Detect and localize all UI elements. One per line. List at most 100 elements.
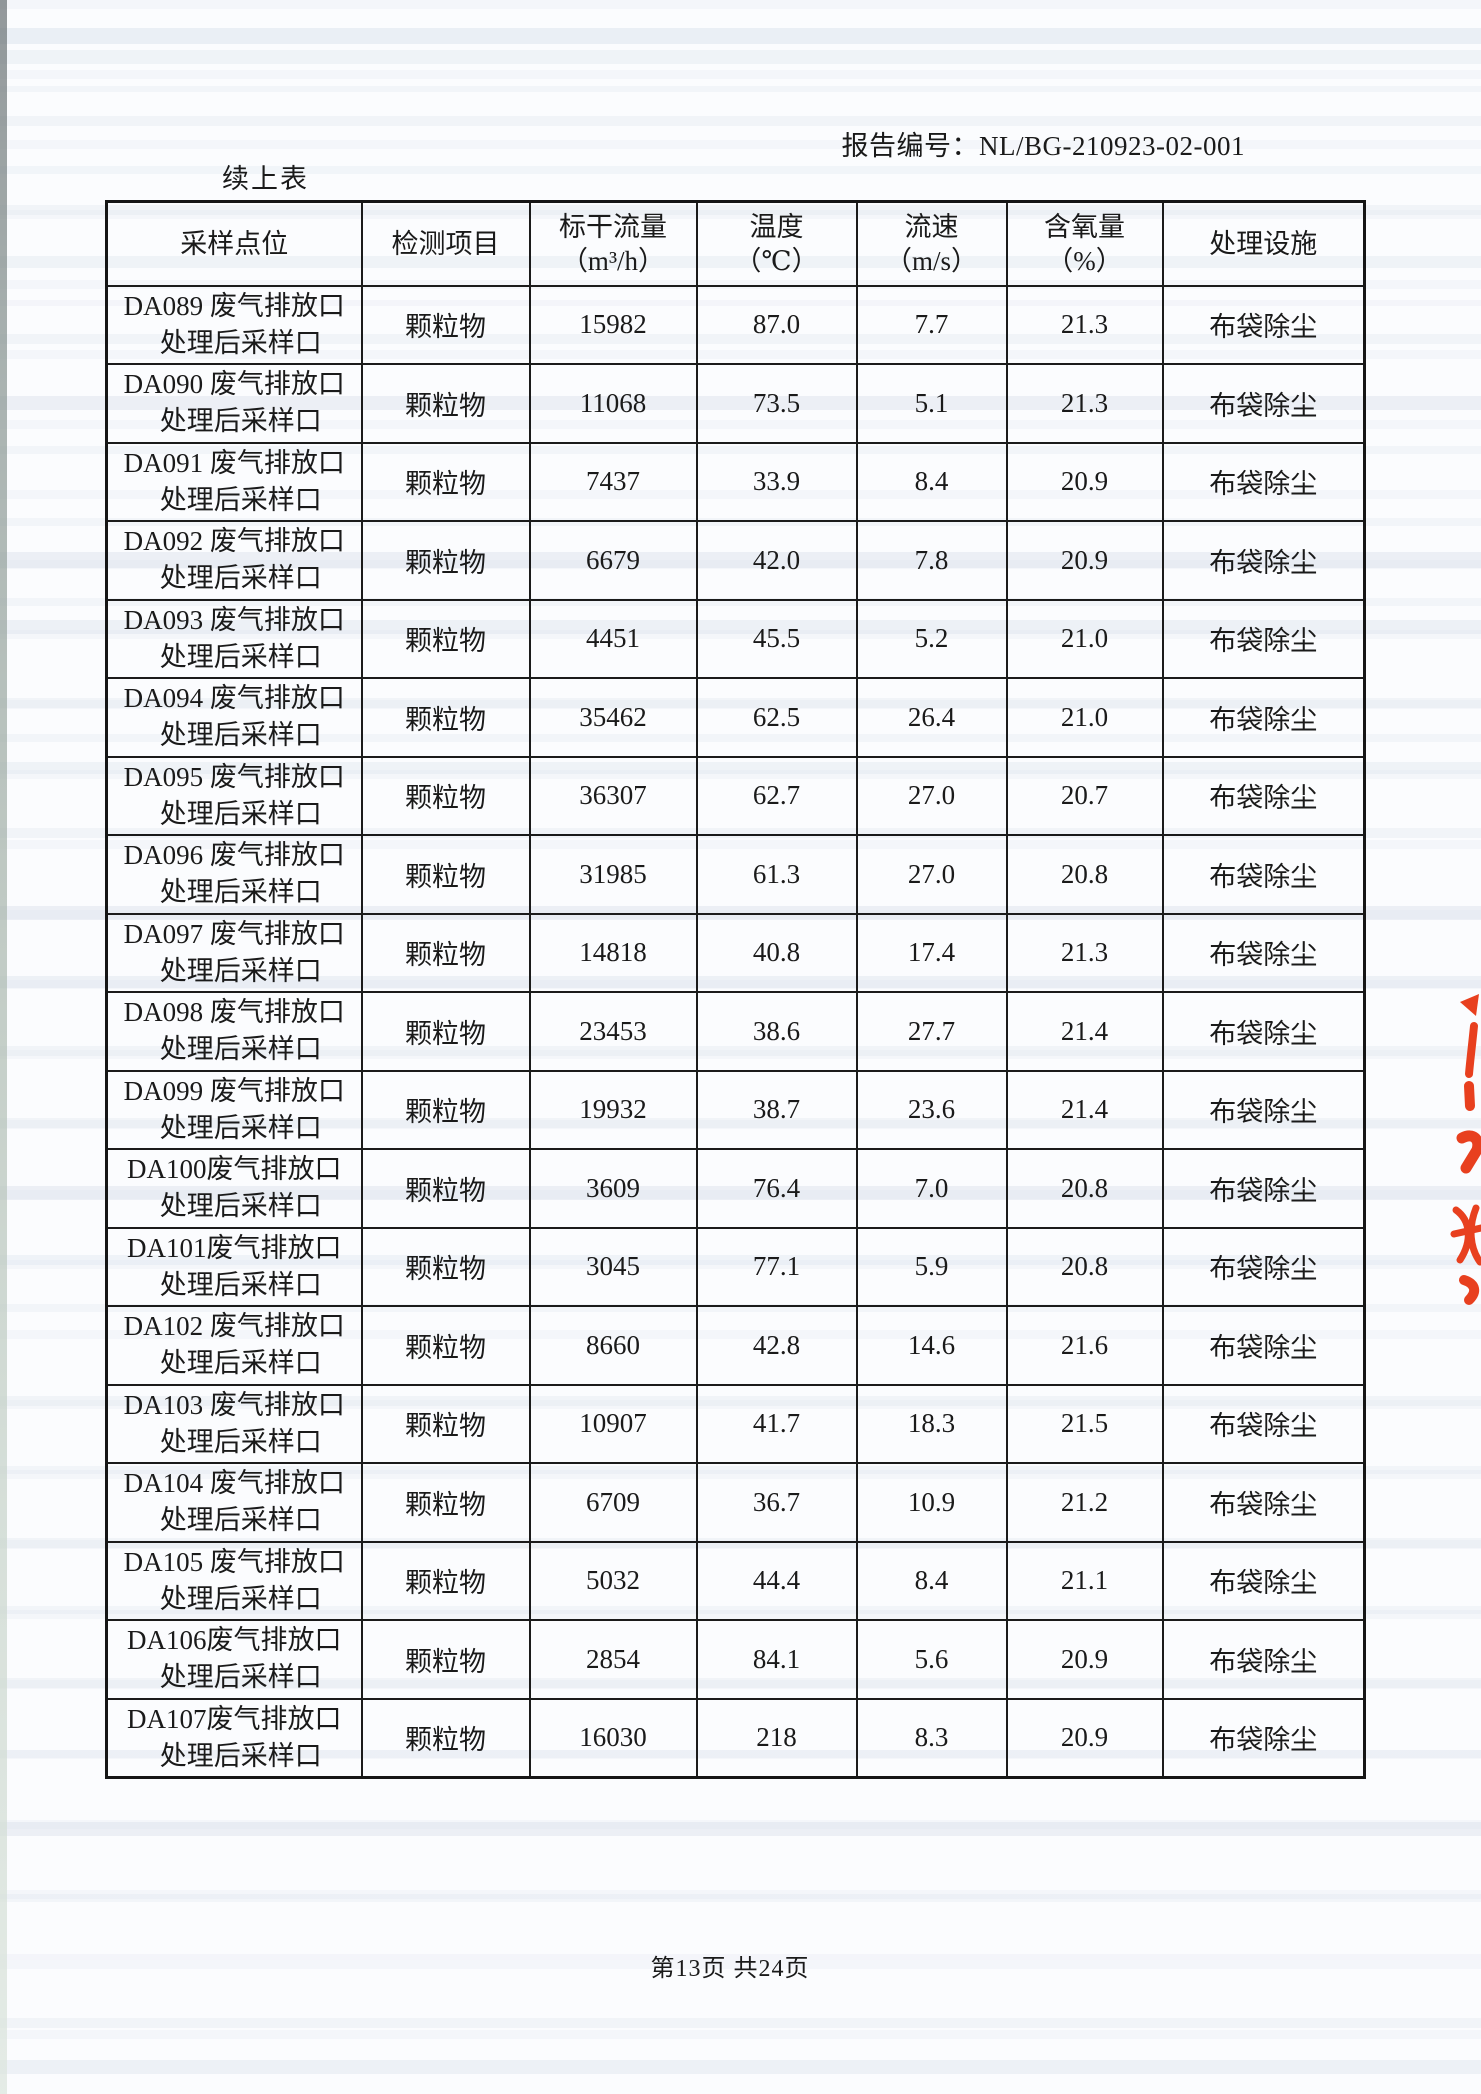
table-header-row: 采样点位 检测项目 标干流量 （m³/h） 温度 （℃） 流速 （m/s: [105, 200, 1366, 287]
temperature-cell: 87.0: [695, 284, 858, 365]
scan-stripe: [0, 1822, 1481, 1836]
table-row: DA092 废气排放口 处理后采样口 颗粒物 6679 42.0 7.8 20.9 布袋除尘: [105, 520, 1366, 601]
facility-cell: 布袋除尘: [1161, 1226, 1366, 1307]
oxygen-cell: 20.9: [1005, 1619, 1164, 1700]
sampling-point-cell: DA100废气排放口 处理后采样口: [105, 1148, 363, 1229]
test-item-cell: 颗粒物: [360, 1148, 531, 1229]
oxygen-cell: 21.6: [1005, 1305, 1164, 1386]
oxygen-cell: 21.3: [1005, 284, 1164, 365]
velocity-cell: 27.0: [855, 755, 1008, 836]
flow-cell: 14818: [528, 912, 698, 993]
table-row: DA106废气排放口 处理后采样口 颗粒物 2854 84.1 5.6 20.9 布袋除尘: [105, 1619, 1366, 1700]
sampling-point-cell: DA094 废气排放口 处理后采样口: [105, 677, 363, 758]
flow-cell: 7437: [528, 441, 698, 522]
oxygen-cell: 21.4: [1005, 1069, 1164, 1150]
flow-cell: 4451: [528, 598, 698, 679]
velocity-cell: 5.6: [855, 1619, 1008, 1700]
temperature-cell: 73.5: [695, 363, 858, 444]
scan-stripe: [0, 1894, 1481, 1902]
sampling-point-cell: DA101废气排放口 处理后采样口: [105, 1226, 363, 1307]
scan-stripe: [0, 2018, 1481, 2028]
table-row: DA100废气排放口 处理后采样口 颗粒物 3609 76.4 7.0 20.8 布袋除尘: [105, 1148, 1366, 1229]
oxygen-cell: 21.2: [1005, 1462, 1164, 1543]
test-item-cell: 颗粒物: [360, 520, 531, 601]
facility-cell: 布袋除尘: [1161, 991, 1366, 1072]
temperature-cell: 77.1: [695, 1226, 858, 1307]
velocity-cell: 5.1: [855, 363, 1008, 444]
oxygen-cell: 20.9: [1005, 1697, 1164, 1778]
test-item-cell: 颗粒物: [360, 284, 531, 365]
table-row: DA099 废气排放口 处理后采样口 颗粒物 19932 38.7 23.6 21.4 布袋除…: [105, 1069, 1366, 1150]
facility-cell: 布袋除尘: [1161, 755, 1366, 836]
test-item-cell: 颗粒物: [360, 1697, 531, 1778]
sampling-point-cell: DA099 废气排放口 处理后采样口: [105, 1069, 363, 1150]
table-row: DA098 废气排放口 处理后采样口 颗粒物 23453 38.6 27.7 21.4 布袋除…: [105, 991, 1366, 1072]
oxygen-cell: 20.8: [1005, 834, 1164, 915]
col-header-velocity: 流速 （m/s）: [855, 200, 1008, 287]
test-item-cell: 颗粒物: [360, 1383, 531, 1464]
facility-cell: 布袋除尘: [1161, 520, 1366, 601]
test-item-cell: 颗粒物: [360, 1462, 531, 1543]
scan-stripe: [0, 50, 1481, 64]
table-row: DA093 废气排放口 处理后采样口 颗粒物 4451 45.5 5.2 21.0 布袋除尘: [105, 598, 1366, 679]
col-header-flow: 标干流量 （m³/h）: [528, 200, 698, 287]
velocity-cell: 8.4: [855, 441, 1008, 522]
flow-cell: 15982: [528, 284, 698, 365]
sampling-point-cell: DA096 废气排放口 处理后采样口: [105, 834, 363, 915]
page-footer: 第13页 共24页: [0, 1948, 1460, 1983]
sampling-point-cell: DA103 废气排放口 处理后采样口: [105, 1383, 363, 1464]
temperature-cell: 42.8: [695, 1305, 858, 1386]
temperature-cell: 40.8: [695, 912, 858, 993]
facility-cell: 布袋除尘: [1161, 1069, 1366, 1150]
facility-cell: 布袋除尘: [1161, 1697, 1366, 1778]
test-item-cell: 颗粒物: [360, 1619, 531, 1700]
flow-cell: 6709: [528, 1462, 698, 1543]
velocity-cell: 8.3: [855, 1697, 1008, 1778]
flow-cell: 3609: [528, 1148, 698, 1229]
oxygen-cell: 21.0: [1005, 598, 1164, 679]
velocity-cell: 10.9: [855, 1462, 1008, 1543]
flow-cell: 36307: [528, 755, 698, 836]
temperature-cell: 38.6: [695, 991, 858, 1072]
test-item-cell: 颗粒物: [360, 1069, 531, 1150]
oxygen-cell: 21.3: [1005, 363, 1164, 444]
flow-cell: 2854: [528, 1619, 698, 1700]
temperature-cell: 62.7: [695, 755, 858, 836]
oxygen-cell: 20.8: [1005, 1226, 1164, 1307]
flow-cell: 23453: [528, 991, 698, 1072]
table-row: DA089 废气排放口 处理后采样口 颗粒物 15982 87.0 7.7 21.3 布袋除尘: [105, 284, 1366, 365]
test-item-cell: 颗粒物: [360, 598, 531, 679]
test-item-cell: 颗粒物: [360, 1305, 531, 1386]
facility-cell: 布袋除尘: [1161, 1540, 1366, 1621]
temperature-cell: 33.9: [695, 441, 858, 522]
facility-cell: 布袋除尘: [1161, 1619, 1366, 1700]
table-row: DA095 废气排放口 处理后采样口 颗粒物 36307 62.7 27.0 20.7 布袋除…: [105, 755, 1366, 836]
temperature-cell: 41.7: [695, 1383, 858, 1464]
sampling-point-cell: DA092 废气排放口 处理后采样口: [105, 520, 363, 601]
temperature-cell: 61.3: [695, 834, 858, 915]
continued-table-label: 续上表: [222, 164, 309, 194]
scan-stripe: [0, 28, 1481, 44]
measurement-table-body: DA089 废气排放口 处理后采样口 颗粒物 15982 87.0 7.7 21.3 布袋除尘…: [105, 284, 1366, 1778]
sampling-point-cell: DA105 废气排放口 处理后采样口: [105, 1540, 363, 1621]
oxygen-cell: 21.0: [1005, 677, 1164, 758]
temperature-cell: 38.7: [695, 1069, 858, 1150]
velocity-cell: 17.4: [855, 912, 1008, 993]
test-item-cell: 颗粒物: [360, 834, 531, 915]
table-row: DA107废气排放口 处理后采样口 颗粒物 16030 218 8.3 20.9 布袋除尘: [105, 1697, 1366, 1778]
table-row: DA103 废气排放口 处理后采样口 颗粒物 10907 41.7 18.3 21.5 布袋除…: [105, 1383, 1366, 1464]
facility-cell: 布袋除尘: [1161, 441, 1366, 522]
flow-cell: 31985: [528, 834, 698, 915]
velocity-cell: 14.6: [855, 1305, 1008, 1386]
facility-cell: 布袋除尘: [1161, 1305, 1366, 1386]
temperature-cell: 42.0: [695, 520, 858, 601]
test-item-cell: 颗粒物: [360, 441, 531, 522]
report-number: 报告编号：NL/BG-210923-02-001: [841, 131, 1245, 161]
sampling-point-cell: DA091 废气排放口 处理后采样口: [105, 441, 363, 522]
col-header-test-item: 检测项目: [360, 200, 531, 287]
sampling-point-cell: DA090 废气排放口 处理后采样口: [105, 363, 363, 444]
col-header-facility: 处理设施: [1161, 200, 1366, 287]
oxygen-cell: 20.7: [1005, 755, 1164, 836]
temperature-cell: 36.7: [695, 1462, 858, 1543]
measurement-table: 采样点位 检测项目 标干流量 （m³/h） 温度 （℃） 流速 （m/s: [105, 200, 1366, 1779]
